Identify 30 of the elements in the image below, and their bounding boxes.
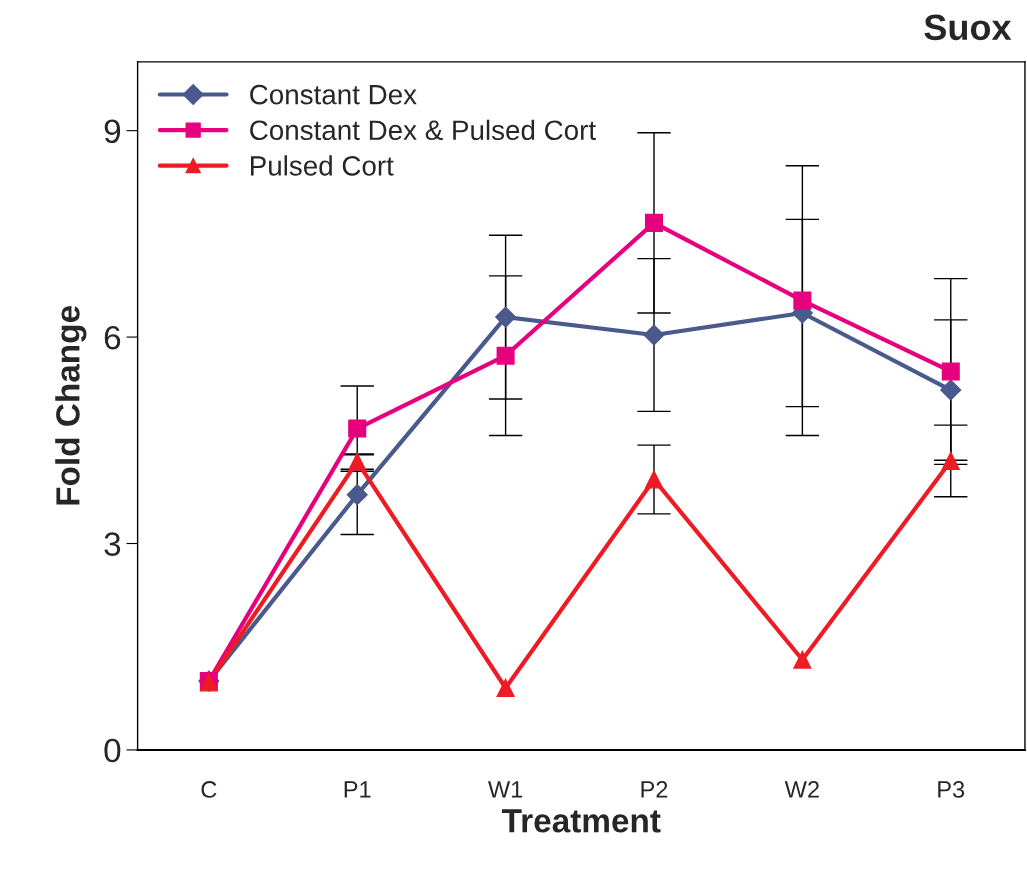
- point: [495, 306, 517, 328]
- point: [793, 650, 812, 669]
- x-axis-title: Treatment: [502, 809, 661, 833]
- point: [941, 362, 960, 381]
- x-tick-label: P1: [344, 781, 371, 798]
- point: [496, 346, 515, 365]
- y-tick-label: 6: [104, 325, 121, 350]
- x-tick-label: C: [201, 781, 217, 798]
- x-tick-label: P2: [641, 781, 668, 798]
- point: [346, 484, 368, 506]
- point: [348, 452, 367, 471]
- point: [496, 678, 515, 698]
- legend-label: Constant Dex: [250, 84, 417, 105]
- y-tick-label: 0: [104, 738, 121, 763]
- point: [348, 419, 367, 438]
- point: [643, 324, 665, 346]
- x-tick-label: P3: [938, 781, 965, 798]
- legend-label: Constant Dex & Pulsed Cort: [250, 119, 596, 141]
- point: [644, 213, 664, 232]
- y-axis-title: Fold Change: [55, 306, 87, 505]
- point: [644, 470, 664, 489]
- x-tick-label: W2: [784, 781, 819, 798]
- point: [940, 379, 962, 401]
- chart-title: Suox: [924, 14, 1012, 41]
- point: [793, 291, 812, 310]
- y-tick-label: 9: [104, 119, 121, 144]
- y-tick-label: 3: [104, 532, 121, 556]
- legend-label: Pulsed Cort: [251, 155, 394, 176]
- x-tick-label: W1: [488, 781, 523, 798]
- point: [941, 451, 960, 470]
